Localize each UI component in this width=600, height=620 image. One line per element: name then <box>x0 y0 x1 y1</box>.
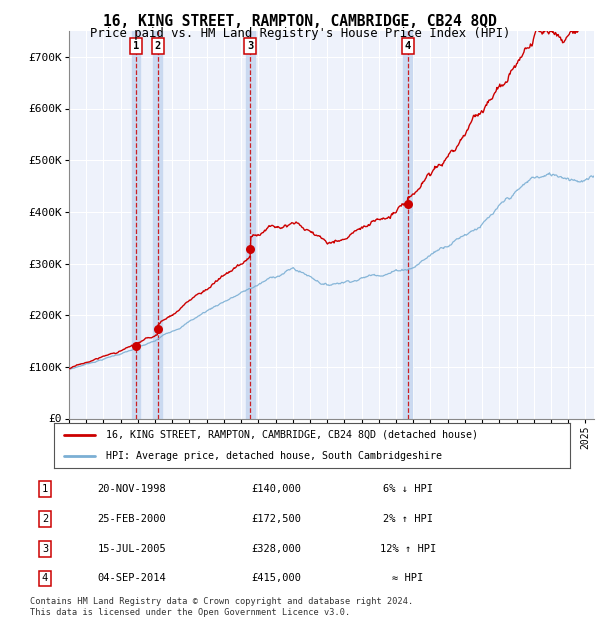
Text: £328,000: £328,000 <box>251 544 301 554</box>
Text: 2% ↑ HPI: 2% ↑ HPI <box>383 514 433 524</box>
Text: 2: 2 <box>155 41 161 51</box>
Text: £140,000: £140,000 <box>251 484 301 494</box>
Text: £172,500: £172,500 <box>251 514 301 524</box>
Text: 4: 4 <box>42 574 48 583</box>
Text: 12% ↑ HPI: 12% ↑ HPI <box>380 544 436 554</box>
Text: 3: 3 <box>247 41 254 51</box>
Text: 04-SEP-2014: 04-SEP-2014 <box>98 574 166 583</box>
Text: Contains HM Land Registry data © Crown copyright and database right 2024.
This d: Contains HM Land Registry data © Crown c… <box>30 598 413 617</box>
Bar <box>132 31 140 418</box>
Bar <box>246 31 255 418</box>
Text: 3: 3 <box>42 544 48 554</box>
Text: 1: 1 <box>42 484 48 494</box>
Text: 25-FEB-2000: 25-FEB-2000 <box>98 514 166 524</box>
Text: 2: 2 <box>42 514 48 524</box>
Text: 4: 4 <box>404 41 411 51</box>
Text: 6% ↓ HPI: 6% ↓ HPI <box>383 484 433 494</box>
Text: 16, KING STREET, RAMPTON, CAMBRIDGE, CB24 8QD (detached house): 16, KING STREET, RAMPTON, CAMBRIDGE, CB2… <box>106 430 478 440</box>
Text: 20-NOV-1998: 20-NOV-1998 <box>98 484 166 494</box>
Text: ≈ HPI: ≈ HPI <box>392 574 424 583</box>
Bar <box>403 31 412 418</box>
Text: 1: 1 <box>133 41 139 51</box>
Text: Price paid vs. HM Land Registry's House Price Index (HPI): Price paid vs. HM Land Registry's House … <box>90 27 510 40</box>
Text: HPI: Average price, detached house, South Cambridgeshire: HPI: Average price, detached house, Sout… <box>106 451 442 461</box>
Bar <box>154 31 162 418</box>
Text: 15-JUL-2005: 15-JUL-2005 <box>98 544 166 554</box>
Text: 16, KING STREET, RAMPTON, CAMBRIDGE, CB24 8QD: 16, KING STREET, RAMPTON, CAMBRIDGE, CB2… <box>103 14 497 29</box>
Text: £415,000: £415,000 <box>251 574 301 583</box>
